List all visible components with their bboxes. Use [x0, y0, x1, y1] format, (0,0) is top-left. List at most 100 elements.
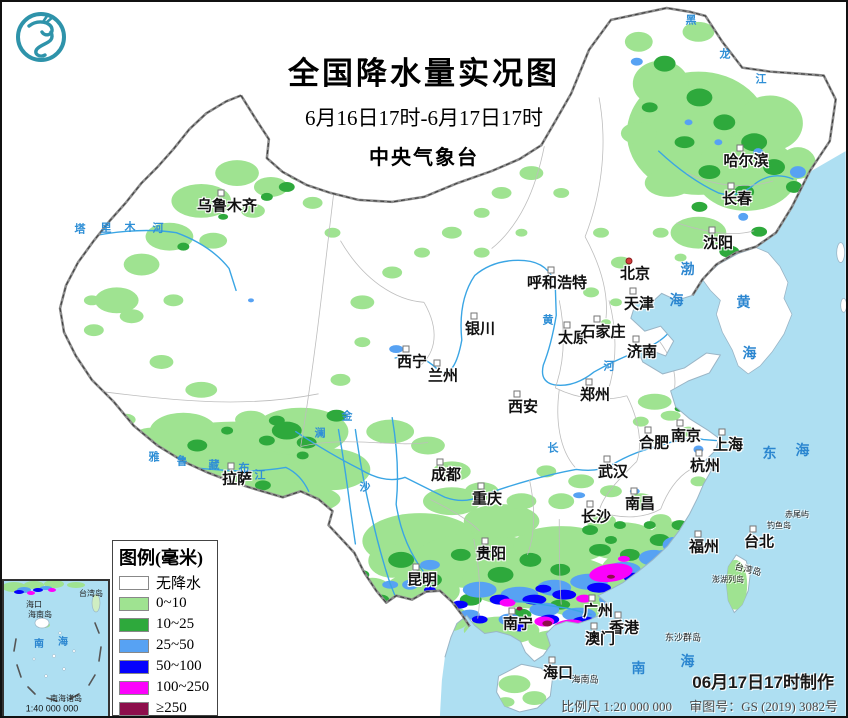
city-label: 福州	[688, 538, 720, 556]
city-marker	[402, 345, 410, 353]
sea-label: 东	[762, 447, 778, 462]
city-marker	[676, 419, 684, 427]
sea-label: 海	[680, 655, 696, 670]
legend-swatch	[119, 596, 149, 611]
city-marker	[629, 287, 637, 295]
inset-label: 台湾岛	[79, 589, 103, 598]
province-borders	[103, 97, 774, 619]
inset-label: 海口	[26, 600, 42, 609]
inset-map	[4, 581, 102, 702]
river-label: 河	[603, 360, 615, 373]
city-label: 石家庄	[580, 323, 626, 341]
legend-row: 0~10	[119, 593, 217, 614]
legend-label: 无降水	[156, 576, 202, 592]
city-label: 海口	[542, 664, 574, 682]
city-marker	[470, 312, 478, 320]
city-marker	[227, 462, 235, 470]
city-label: 广州	[582, 602, 614, 620]
city-label: 哈尔滨	[723, 152, 769, 170]
city-marker	[603, 455, 611, 463]
city-label: 南宁	[502, 615, 534, 633]
city-marker	[614, 611, 622, 619]
island-label: 海南岛	[571, 674, 599, 685]
city-marker	[632, 335, 640, 343]
city-label: 台北	[743, 533, 775, 551]
river-label: 里	[100, 222, 112, 235]
legend: 图例(毫米) 无降水 0~10 10~25 25~50 50~100 100~250 ≥25…	[112, 540, 218, 716]
city-label: 成都	[430, 466, 462, 484]
city-label: 重庆	[471, 490, 503, 508]
river-label: 澜	[314, 427, 326, 440]
legend-rows: 无降水 0~10 10~25 25~50 50~100 100~250 ≥250	[119, 572, 217, 716]
legend-swatch	[119, 680, 149, 695]
city-marker	[513, 390, 521, 398]
legend-swatch	[119, 638, 149, 653]
city-marker	[217, 189, 225, 197]
city-label: 乌鲁木齐	[196, 197, 258, 215]
legend-row: 100~250	[119, 677, 217, 698]
sea-label: 南	[631, 662, 647, 677]
city-marker	[727, 182, 735, 190]
city-label: 杭州	[689, 457, 721, 475]
city-marker	[588, 594, 596, 602]
city-label: 银川	[464, 320, 496, 338]
city-label: 香港	[608, 619, 640, 637]
city-marker	[547, 266, 555, 274]
city-label: 北京	[619, 265, 651, 283]
cma-logo	[16, 12, 66, 62]
city-marker	[644, 426, 652, 434]
river-label: 布	[238, 462, 250, 475]
river-label: 金	[341, 410, 353, 423]
legend-swatch	[119, 701, 149, 716]
city-marker	[586, 500, 594, 508]
coastline	[444, 292, 722, 662]
south-china-sea-inset: 海口 海南岛 台湾岛 南海诸岛 南 海 1:40 000 000	[2, 579, 110, 716]
river-label: 江	[755, 73, 767, 86]
legend-swatch	[119, 575, 149, 590]
city-marker	[477, 482, 485, 490]
city-label: 合肥	[638, 434, 670, 452]
legend-label: ≥250	[156, 700, 187, 716]
city-label: 澳门	[584, 630, 616, 648]
city-label: 西安	[507, 398, 539, 416]
inset-sea-label: 南	[34, 639, 46, 650]
island-label: 东沙群岛	[664, 632, 702, 643]
city-marker	[585, 378, 593, 386]
korea-peninsula	[701, 247, 793, 375]
city-label: 贵阳	[475, 545, 507, 563]
city-label: 太原	[557, 329, 589, 347]
map-scale: 比例尺 1:20 000 000	[561, 699, 672, 714]
sea-label: 海	[669, 294, 685, 309]
island-label: 澎湖列岛	[712, 575, 744, 584]
city-label: 济南	[626, 343, 658, 361]
river-label: 黑	[685, 14, 697, 27]
river-label: 木	[124, 221, 136, 234]
legend-swatch	[119, 617, 149, 632]
city-label: 昆明	[406, 571, 438, 589]
city-label: 上海	[712, 436, 744, 454]
rivers	[71, 150, 794, 616]
river-label: 雅	[148, 451, 160, 464]
legend-label: 50~100	[156, 658, 202, 674]
city-label: 长沙	[580, 508, 612, 526]
legend-row: 25~50	[119, 635, 217, 656]
city-marker	[708, 226, 716, 234]
inset-scale: 1:40 000 000	[25, 703, 79, 714]
legend-label: 100~250	[156, 679, 210, 695]
city-marker	[508, 607, 516, 615]
island	[836, 242, 846, 263]
legend-swatch	[119, 659, 149, 674]
legend-label: 25~50	[156, 637, 195, 653]
island-label: 赤尾屿	[785, 510, 809, 519]
river-label: 河	[152, 222, 164, 235]
city-label: 郑州	[579, 386, 611, 404]
city-label: 长春	[721, 190, 753, 208]
city-marker	[593, 315, 601, 323]
legend-label: 0~10	[156, 595, 187, 611]
sea-label: 海	[795, 444, 811, 459]
city-label: 呼和浩特	[526, 274, 588, 292]
city-marker	[412, 563, 420, 571]
